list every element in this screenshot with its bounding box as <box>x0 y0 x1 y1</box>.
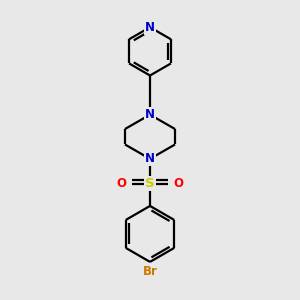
Text: N: N <box>145 108 155 121</box>
Text: O: O <box>174 177 184 190</box>
Text: Br: Br <box>142 265 158 278</box>
Text: N: N <box>145 21 155 34</box>
Text: S: S <box>145 177 155 190</box>
Text: N: N <box>145 152 155 165</box>
Text: O: O <box>116 177 126 190</box>
